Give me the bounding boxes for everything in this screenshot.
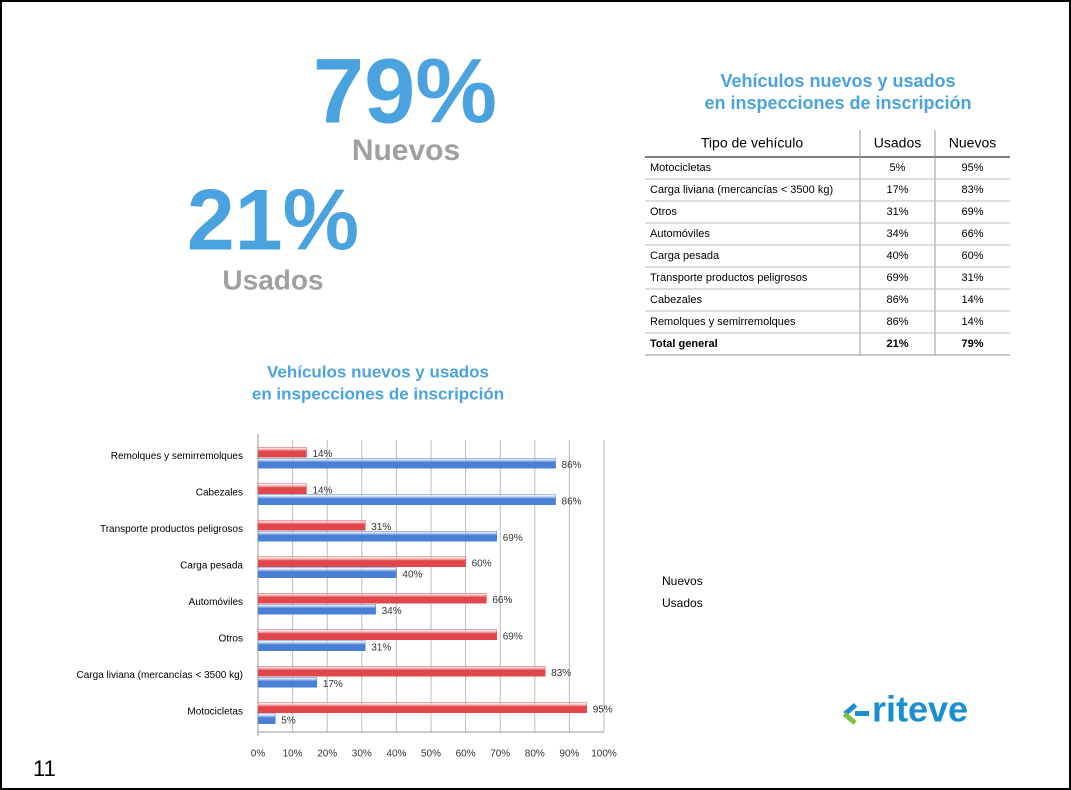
bar (257, 494, 556, 505)
x-tick-label: 20% (317, 749, 337, 760)
stat-value: 21% (187, 173, 359, 269)
table-cell: 86% (886, 294, 908, 306)
table-cell: Automóviles (650, 228, 710, 240)
table-cell: 83% (961, 184, 983, 196)
x-tick-label: 0% (251, 749, 266, 760)
stat-value: 79% (313, 40, 497, 142)
x-tick-label: 90% (559, 749, 579, 760)
bar (257, 629, 497, 640)
table-cell: Carga liviana (mercancías < 3500 kg) (650, 184, 833, 196)
bar (257, 567, 397, 578)
table-cell: 17% (886, 184, 908, 196)
chart-title: Vehículos nuevos y usados (267, 362, 489, 381)
bar (257, 677, 318, 688)
page-number: 11 (33, 756, 56, 781)
chart-title: en inspecciones de inscripción (252, 384, 504, 403)
stat-label: Usados (222, 264, 323, 295)
table-cell: Tipo de vehículo (701, 135, 803, 151)
table-cell: Total general (650, 338, 718, 350)
data-label: 31% (371, 522, 391, 533)
table-title: en inspecciones de inscripción (704, 93, 971, 113)
data-label: 17% (323, 679, 343, 690)
y-tick-label: Carga pesada (180, 560, 243, 571)
bar (257, 520, 366, 531)
data-label: 14% (312, 449, 332, 460)
data-label: 5% (281, 715, 296, 726)
y-tick-label: Transporte productos peligrosos (100, 524, 243, 535)
table-cell: 21% (886, 338, 908, 350)
y-tick-label: Automóviles (189, 597, 243, 608)
bar (257, 713, 276, 724)
table-cell: 79% (961, 338, 983, 350)
legend-label: Usados (662, 596, 703, 610)
x-tick-label: 40% (386, 749, 406, 760)
bar (257, 458, 556, 469)
x-tick-label: 80% (525, 749, 545, 760)
logo: riteve (872, 689, 968, 730)
legend-label: Nuevos (662, 574, 703, 588)
bar (257, 640, 366, 651)
table-cell: 95% (961, 162, 983, 174)
table-cell: 69% (961, 206, 983, 218)
x-tick-label: 30% (352, 749, 372, 760)
data-label: 69% (503, 533, 523, 544)
table-cell: 66% (961, 228, 983, 240)
y-tick-label: Carga liviana (mercancías < 3500 kg) (77, 670, 243, 681)
data-label: 95% (593, 704, 613, 715)
y-tick-label: Otros (219, 633, 243, 644)
data-label: 69% (503, 631, 523, 642)
bar (257, 483, 307, 494)
table-cell: 31% (886, 206, 908, 218)
bar (257, 702, 587, 713)
x-tick-label: 60% (456, 749, 476, 760)
y-tick-label: Motocicletas (187, 706, 243, 717)
bar (257, 666, 546, 677)
data-label: 86% (562, 496, 582, 507)
y-tick-label: Cabezales (196, 487, 243, 498)
x-tick-label: 100% (591, 749, 617, 760)
table-cell: 31% (961, 272, 983, 284)
bar (257, 604, 376, 615)
data-label: 31% (371, 642, 391, 653)
data-label: 34% (382, 606, 402, 617)
data-label: 86% (562, 460, 582, 471)
data-label: 40% (402, 569, 422, 580)
data-label: 60% (472, 558, 492, 569)
table-cell: Transporte productos peligrosos (650, 272, 808, 284)
stat-label: Nuevos (352, 134, 460, 167)
table-cell: Cabezales (650, 294, 702, 306)
data-label: 14% (312, 485, 332, 496)
table-title: Vehículos nuevos y usados (720, 71, 955, 91)
table-cell: 5% (890, 162, 906, 174)
table-cell: 14% (961, 294, 983, 306)
table-cell: 60% (961, 250, 983, 262)
bar (257, 556, 466, 567)
bar (257, 447, 307, 458)
table-cell: Usados (874, 135, 921, 151)
data-label: 66% (492, 595, 512, 606)
table-cell: Motocicletas (650, 162, 712, 174)
table-cell: 14% (961, 316, 983, 328)
bar (257, 593, 487, 604)
bar (257, 531, 497, 542)
table-cell: Remolques y semirremolques (650, 316, 796, 328)
table-cell: Otros (650, 206, 677, 218)
x-tick-label: 50% (421, 749, 441, 760)
data-label: 83% (551, 668, 571, 679)
table-cell: Nuevos (949, 135, 996, 151)
table-cell: 34% (886, 228, 908, 240)
logo-icon (842, 702, 869, 725)
x-tick-label: 70% (490, 749, 510, 760)
table-cell: 86% (886, 316, 908, 328)
y-tick-label: Remolques y semirremolques (111, 451, 243, 462)
table-cell: 40% (886, 250, 908, 262)
x-tick-label: 10% (283, 749, 303, 760)
table-cell: 69% (886, 272, 908, 284)
table-cell: Carga pesada (650, 250, 720, 262)
